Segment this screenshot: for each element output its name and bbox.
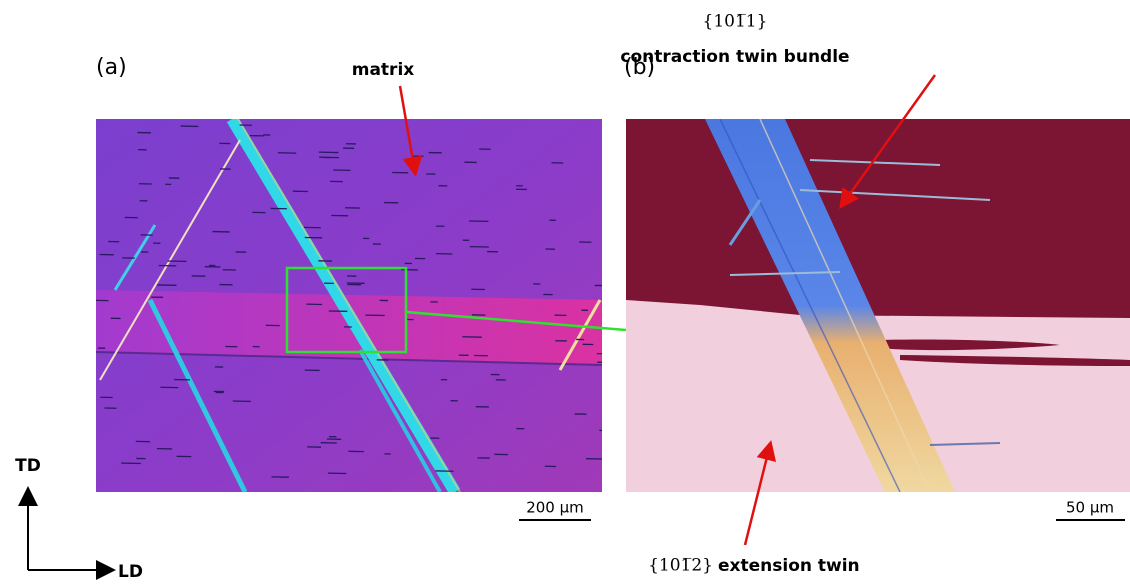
notation: {101̅2} — [648, 556, 713, 576]
axis-label: LD — [118, 562, 143, 581]
scale-label: 200 μm — [526, 499, 584, 517]
micrograph-b — [626, 119, 1130, 492]
annotation: matrix — [352, 60, 415, 80]
scale-label: 50 μm — [1066, 499, 1114, 517]
micrograph-a — [96, 119, 616, 492]
axis-label: TD — [15, 456, 41, 476]
annotation: contraction twin bundle — [620, 47, 849, 67]
annotation: extension twin — [718, 556, 860, 576]
panel-label: (a) — [96, 55, 127, 80]
notation: {101̅1} — [703, 12, 768, 32]
figure: (a) matrix (b) {101̅1} contraction twin … — [0, 0, 1130, 581]
